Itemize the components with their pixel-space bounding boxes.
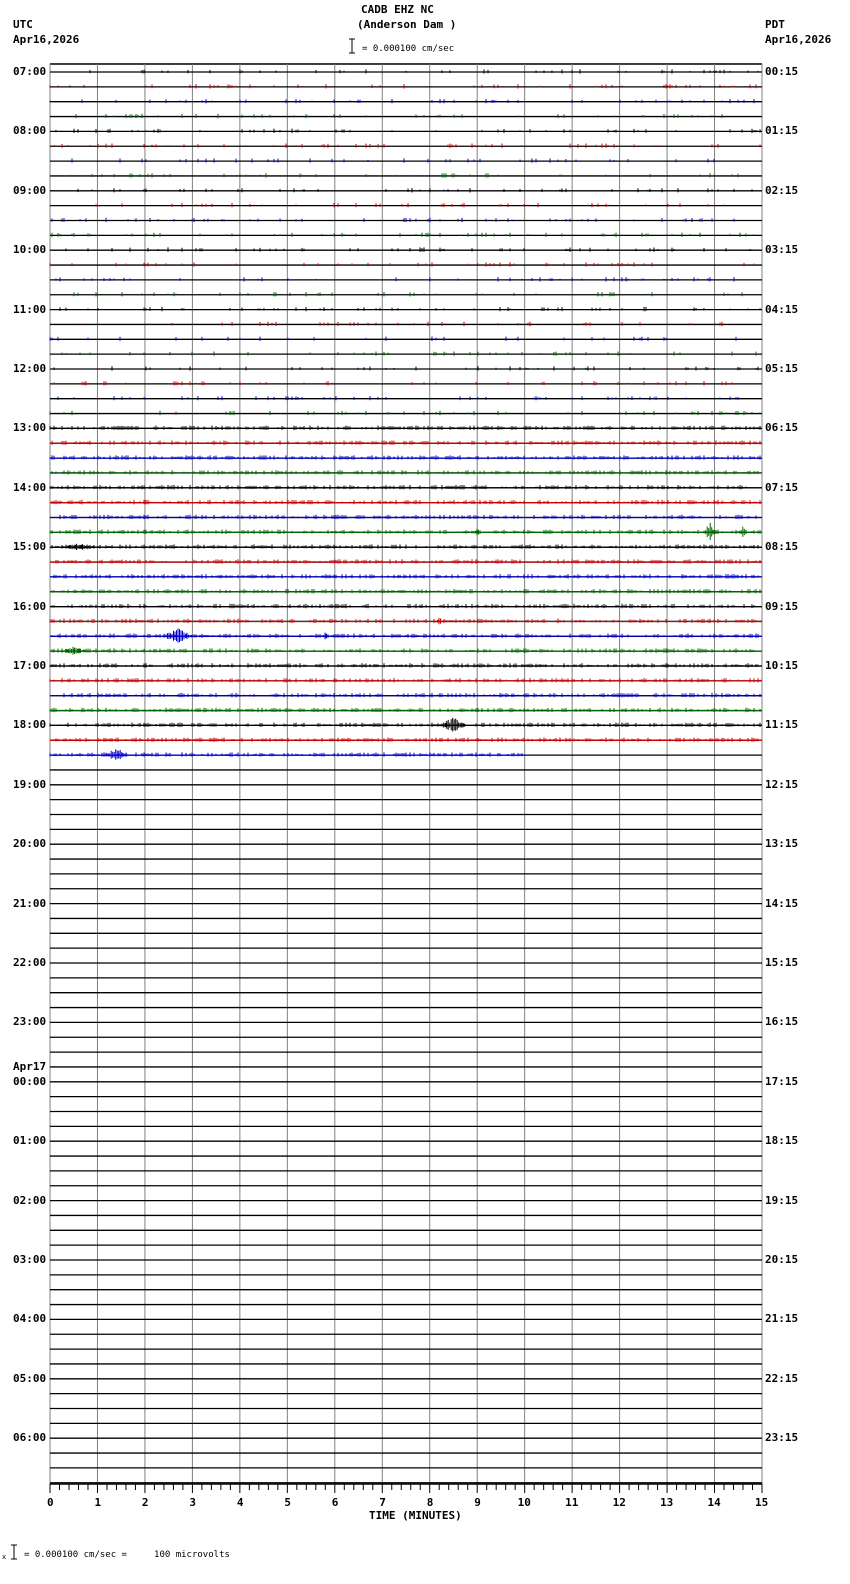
x-tick-label: 6: [331, 1496, 339, 1509]
left-date: Apr16,2026: [13, 33, 80, 46]
utc-time-label: 14:00: [13, 480, 47, 494]
left-timezone: UTC: [13, 18, 33, 31]
pdt-time-label: 06:15: [765, 421, 799, 435]
utc-time-label: 05:00: [13, 1371, 47, 1385]
footer-prefix: x: [2, 1553, 7, 1561]
x-tick-label: 9: [474, 1496, 481, 1509]
utc-time-label: 03:00: [13, 1253, 47, 1266]
utc-time-label: 06:00: [13, 1431, 47, 1445]
utc-time-label: 17:00: [13, 659, 47, 672]
utc-time-label: 16:00: [13, 599, 47, 613]
utc-time-label: 00:00: [13, 1074, 47, 1088]
pdt-time-label: 03:15: [765, 243, 799, 257]
utc-time-label: 15:00: [13, 540, 47, 554]
header-station: CADB EHZ NC: [361, 3, 434, 16]
x-axis-label: TIME (MINUTES): [369, 1509, 462, 1522]
x-tick-label: 2: [141, 1496, 149, 1509]
pdt-time-label: 05:15: [765, 362, 799, 375]
x-tick-label: 7: [379, 1496, 386, 1509]
utc-time-label: 19:00: [13, 777, 47, 791]
x-tick-label: 15: [755, 1496, 769, 1509]
utc-time-label: 12:00: [13, 362, 47, 375]
pdt-time-label: 14:15: [765, 896, 799, 910]
utc-time-label: 13:00: [13, 421, 47, 435]
x-tick-label: 12: [612, 1496, 626, 1509]
pdt-time-label: 01:15: [765, 124, 799, 138]
pdt-time-label: 16:15: [765, 1015, 799, 1029]
scale-bar-icon: [348, 38, 356, 54]
pdt-time-label: 11:15: [765, 718, 799, 732]
right-date: Apr16,2026: [765, 33, 832, 46]
x-tick-label: 0: [47, 1496, 54, 1509]
x-tick-label: 14: [707, 1496, 721, 1509]
pdt-time-label: 08:15: [765, 540, 799, 554]
pdt-time-label: 15:15: [765, 956, 799, 969]
utc-time-label: 01:00: [13, 1134, 47, 1148]
utc-time-label: 10:00: [13, 243, 47, 257]
x-tick-label: 5: [284, 1496, 291, 1509]
utc-time-label: 08:00: [13, 124, 47, 138]
header-scale-text: = 0.000100 cm/sec: [362, 44, 455, 54]
right-timezone: PDT: [765, 18, 785, 31]
pdt-time-label: 21:15: [765, 1312, 799, 1326]
x-tick-label: 4: [236, 1496, 244, 1509]
x-tick-label: 10: [517, 1496, 531, 1509]
utc-date-change-label: Apr17: [13, 1059, 47, 1073]
pdt-time-label: 07:15: [765, 480, 799, 494]
pdt-time-label: 19:15: [765, 1193, 799, 1207]
utc-time-label: 20:00: [13, 837, 47, 851]
utc-time-label: 21:00: [13, 896, 47, 910]
utc-time-label: 02:00: [13, 1193, 47, 1207]
utc-time-label: 23:00: [13, 1015, 47, 1029]
pdt-time-label: 00:15: [765, 65, 799, 78]
header-location: (Anderson Dam ): [357, 18, 457, 31]
utc-time-label: 07:00: [13, 65, 47, 78]
x-tick-label: 3: [189, 1496, 197, 1509]
utc-time-label: 22:00: [13, 956, 47, 969]
x-tick-label: 8: [426, 1496, 434, 1509]
pdt-time-label: 02:15: [765, 183, 799, 197]
utc-time-label: 11:00: [13, 302, 47, 316]
pdt-time-label: 04:15: [765, 302, 799, 316]
pdt-time-label: 22:15: [765, 1371, 799, 1385]
pdt-time-label: 18:15: [765, 1134, 799, 1148]
pdt-time-label: 09:15: [765, 599, 799, 613]
pdt-time-label: 23:15: [765, 1431, 799, 1445]
pdt-time-label: 12:15: [765, 777, 799, 791]
footer-scale-bar-icon: [10, 1544, 18, 1560]
x-tick-label: 11: [565, 1496, 579, 1509]
utc-time-label: 18:00: [13, 718, 47, 732]
x-tick-label: 13: [660, 1496, 674, 1509]
utc-time-label: 04:00: [13, 1312, 47, 1326]
pdt-time-label: 20:15: [765, 1253, 799, 1266]
pdt-time-label: 17:15: [765, 1074, 799, 1088]
x-tick-label: 1: [94, 1496, 102, 1509]
pdt-time-label: 13:15: [765, 837, 799, 851]
footer-scale-text: = 0.000100 cm/sec = 100 microvolts: [24, 1550, 230, 1560]
utc-time-label: 09:00: [13, 183, 47, 197]
pdt-time-label: 10:15: [765, 659, 799, 672]
